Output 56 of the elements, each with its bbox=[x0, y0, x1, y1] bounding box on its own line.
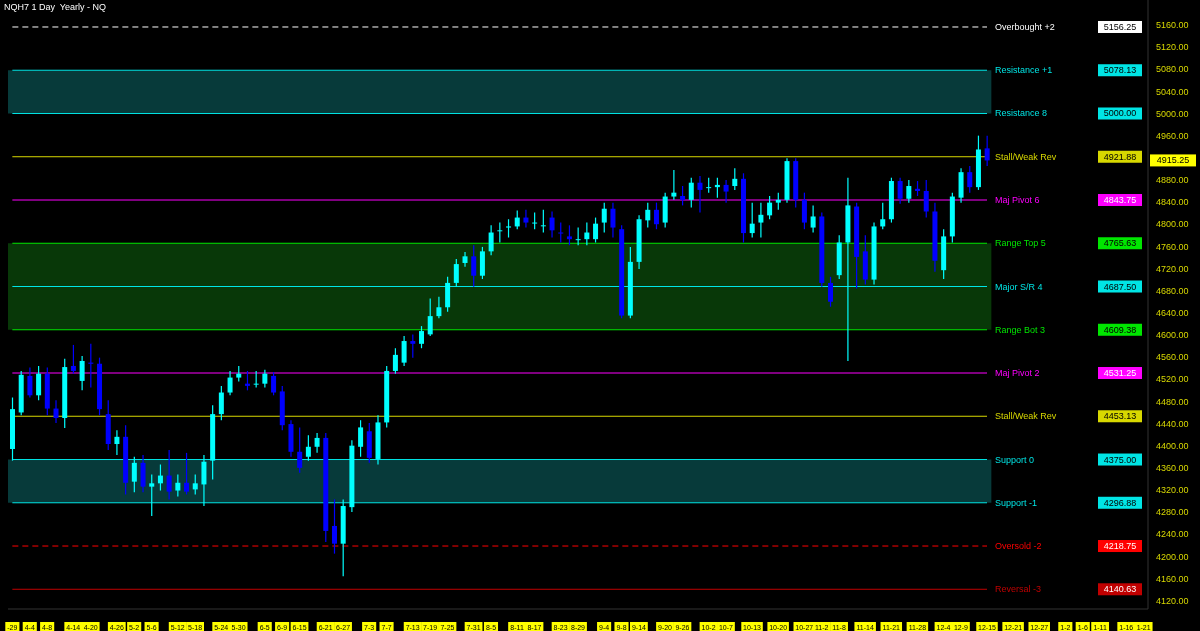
y-tick-label: 4760.00 bbox=[1156, 241, 1189, 252]
annotation: 4140.63 bbox=[1103, 584, 1137, 595]
y-tick-label: 4120.00 bbox=[1156, 595, 1189, 606]
y-tick-label: 4880.00 bbox=[1156, 175, 1189, 186]
text: 4915.25 bbox=[1156, 155, 1190, 166]
y-tick-label: 4800.00 bbox=[1156, 219, 1189, 230]
y-tick-label: 4440.00 bbox=[1156, 418, 1189, 429]
chart-title: NQH7 1 Day Yearly - NQ bbox=[4, 2, 107, 12]
y-tick-label: 4720.00 bbox=[1156, 263, 1189, 274]
annotation: 4921.88 bbox=[1103, 151, 1137, 162]
annotation: 4531.25 bbox=[1103, 368, 1137, 379]
y-tick-label: 4520.00 bbox=[1156, 374, 1189, 385]
ref-line-label: Range Bot 3 bbox=[995, 324, 1046, 335]
annotation: 4453.13 bbox=[1103, 411, 1137, 422]
y-tick-label: 4280.00 bbox=[1156, 507, 1189, 518]
y-tick-label: 4360.00 bbox=[1156, 463, 1189, 474]
annotation: 5000.00 bbox=[1103, 108, 1137, 119]
y-tick-label: 4960.00 bbox=[1156, 130, 1189, 141]
y-tick-label: 4680.00 bbox=[1156, 285, 1189, 296]
y-tick-label: 4200.00 bbox=[1156, 551, 1189, 562]
ref-line-label: Support 0 bbox=[995, 454, 1035, 465]
y-tick-label: 5160.00 bbox=[1156, 20, 1189, 31]
annotation: 4687.50 bbox=[1103, 281, 1137, 292]
ref-line-label: Range Top 5 bbox=[995, 238, 1046, 249]
ref-line-label: Maj Pivot 2 bbox=[995, 368, 1040, 379]
ref-line-label: Support -1 bbox=[995, 497, 1038, 508]
y-tick-label: 4320.00 bbox=[1156, 485, 1189, 496]
annotation: 4296.88 bbox=[1103, 497, 1137, 508]
ref-line-label: Stall/Weak Rev bbox=[995, 411, 1057, 422]
annotation: 4609.38 bbox=[1103, 324, 1137, 335]
y-tick-label: 5000.00 bbox=[1156, 108, 1189, 119]
ref-line-label: Overbought +2 bbox=[995, 21, 1055, 32]
annotation: 4218.75 bbox=[1103, 541, 1137, 552]
annotation: 5078.13 bbox=[1103, 65, 1137, 76]
y-tick-label: 4840.00 bbox=[1156, 197, 1189, 208]
y-tick-label: 4640.00 bbox=[1156, 308, 1189, 318]
ref-line-label: Oversold -2 bbox=[995, 541, 1042, 552]
y-tick-label: 4600.00 bbox=[1156, 330, 1189, 341]
y-tick-label: 5040.00 bbox=[1156, 86, 1189, 97]
y-tick-label: 4480.00 bbox=[1156, 396, 1189, 407]
ref-line-label: Maj Pivot 6 bbox=[995, 195, 1040, 205]
annotation: 4375.00 bbox=[1103, 454, 1137, 465]
y-tick-label: 4160.00 bbox=[1156, 573, 1189, 584]
y-tick-label: 5120.00 bbox=[1156, 42, 1189, 53]
y-tick-label: 5080.00 bbox=[1156, 64, 1189, 75]
annotation: 4765.63 bbox=[1103, 238, 1137, 249]
y-tick-label: 4240.00 bbox=[1156, 529, 1189, 540]
annotation: 4843.75 bbox=[1103, 195, 1137, 205]
ref-line-label: Reversal -3 bbox=[995, 584, 1042, 595]
ref-line-label: Resistance +1 bbox=[995, 65, 1053, 76]
ref-line-label: Major S/R 4 bbox=[995, 281, 1043, 292]
ref-line-label: Stall/Weak Rev bbox=[995, 151, 1057, 162]
y-tick-label: 4560.00 bbox=[1156, 352, 1189, 363]
ref-line-label: Resistance 8 bbox=[995, 108, 1048, 119]
annotation: 5156.25 bbox=[1103, 21, 1137, 32]
y-tick-label: 4400.00 bbox=[1156, 440, 1189, 451]
